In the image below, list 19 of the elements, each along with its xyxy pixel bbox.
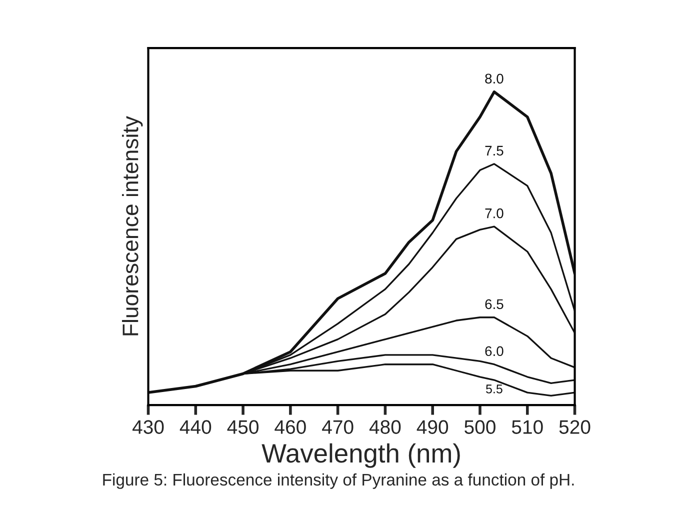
y-axis-title: Fluorescence intensity bbox=[122, 116, 143, 336]
x-tick-label: 470 bbox=[322, 420, 354, 434]
series-label: 7.5 bbox=[485, 146, 504, 156]
x-tick-label: 430 bbox=[132, 420, 164, 434]
series-label: 5.5 bbox=[486, 384, 502, 394]
series-label: 6.0 bbox=[485, 346, 504, 356]
series-label: 6.5 bbox=[485, 299, 504, 310]
series-label: 7.0 bbox=[485, 208, 504, 218]
x-tick-label: 460 bbox=[274, 420, 306, 434]
x-tick-label: 500 bbox=[464, 420, 496, 434]
x-tick-label: 480 bbox=[369, 420, 401, 434]
x-axis-title: Wavelength (nm) bbox=[262, 443, 460, 468]
x-tick-label: 450 bbox=[227, 420, 259, 434]
x-tick-label: 490 bbox=[416, 420, 448, 434]
x-tick-label: 510 bbox=[512, 420, 543, 434]
x-tick-label: 520 bbox=[559, 420, 590, 434]
series-label: 8.0 bbox=[485, 74, 504, 84]
x-tick-label: 440 bbox=[180, 420, 212, 434]
caption: Figure 5: Fluorescence intensity of Pyranine as a function of pH. bbox=[103, 473, 574, 489]
